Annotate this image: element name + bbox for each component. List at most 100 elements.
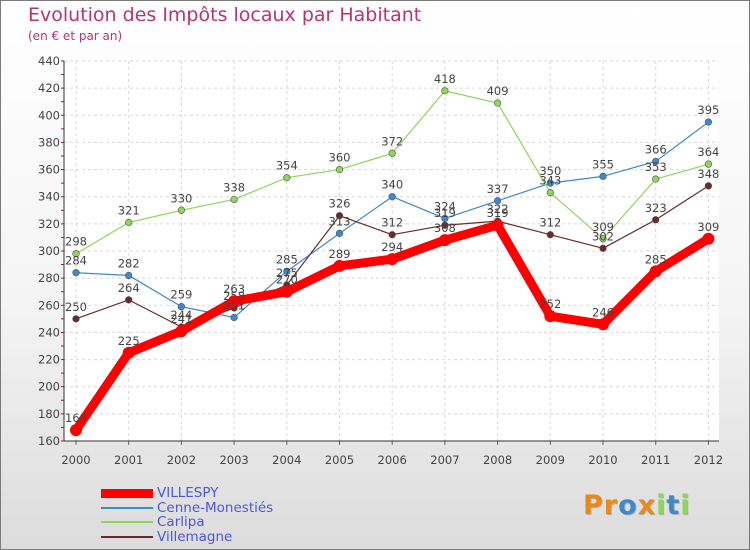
data-label: 343 xyxy=(539,174,561,188)
data-point xyxy=(125,218,133,227)
x-tick-label: 2008 xyxy=(483,453,512,467)
data-point xyxy=(333,259,346,272)
y-tick-label: 280 xyxy=(38,271,60,285)
data-point xyxy=(704,118,713,126)
data-point xyxy=(177,303,185,311)
data-label: 319 xyxy=(487,206,509,220)
y-tick-label: 320 xyxy=(38,217,60,231)
data-label: 294 xyxy=(381,240,403,254)
x-tick-label: 2009 xyxy=(536,453,565,467)
data-point xyxy=(72,315,80,323)
series-cenne-monesties xyxy=(72,118,713,322)
logo-letter: x xyxy=(637,490,657,521)
data-label: 225 xyxy=(118,334,140,348)
x-tick-label: 2001 xyxy=(114,453,143,467)
data-label: 321 xyxy=(118,204,140,218)
data-point xyxy=(122,346,135,359)
data-point xyxy=(649,265,662,278)
data-point xyxy=(491,219,504,232)
legend: VILLESPY Cenne-Monestiés Carlipa Villemagne xyxy=(101,486,273,544)
data-label: 418 xyxy=(434,72,456,86)
logo-letter: o xyxy=(618,490,638,521)
y-tick-label: 300 xyxy=(38,244,60,258)
series-villespy xyxy=(70,219,715,437)
data-label: 285 xyxy=(276,252,298,266)
data-label: 395 xyxy=(697,103,719,117)
y-tick-label: 240 xyxy=(38,325,60,339)
data-label: 364 xyxy=(697,145,719,159)
legend-item: VILLESPY xyxy=(101,486,273,501)
y-tick-label: 200 xyxy=(38,380,60,394)
data-label: 322 xyxy=(487,202,509,216)
data-label: 337 xyxy=(487,182,509,196)
data-label: 372 xyxy=(381,134,403,148)
data-point xyxy=(441,87,449,95)
data-point xyxy=(335,212,344,220)
data-label: 312 xyxy=(539,216,561,230)
data-label: 350 xyxy=(539,164,561,178)
data-label: 313 xyxy=(329,214,351,228)
data-point xyxy=(546,189,554,197)
data-label: 409 xyxy=(487,84,509,98)
data-label: 275 xyxy=(276,266,298,280)
data-point xyxy=(283,174,291,182)
data-point xyxy=(494,99,502,107)
data-label: 168 xyxy=(65,411,87,425)
data-label: 366 xyxy=(645,142,667,156)
legend-item: Cenne-Monestiés xyxy=(101,501,273,516)
data-label: 330 xyxy=(170,191,192,205)
series-carlipa xyxy=(72,87,713,258)
y-tick-label: 360 xyxy=(38,163,60,177)
x-tick-label: 2004 xyxy=(272,453,301,467)
data-label: 264 xyxy=(118,281,140,295)
x-tick-label: 2011 xyxy=(641,453,670,467)
data-point xyxy=(546,179,554,187)
legend-swatch xyxy=(101,506,153,509)
data-label: 348 xyxy=(697,167,719,181)
x-tick-label: 2000 xyxy=(61,453,90,467)
data-label: 298 xyxy=(65,235,87,249)
data-label: 312 xyxy=(381,216,403,230)
data-point xyxy=(388,149,396,157)
data-label: 250 xyxy=(65,300,87,314)
data-point xyxy=(546,231,554,239)
data-label: 259 xyxy=(170,288,192,302)
data-label: 308 xyxy=(434,221,456,235)
data-point xyxy=(441,221,449,229)
data-point xyxy=(652,216,660,224)
chart-title: Evolution des Impôts locaux par Habitant xyxy=(28,4,422,26)
data-point xyxy=(230,195,238,204)
data-point xyxy=(280,285,293,298)
data-point xyxy=(228,295,241,308)
y-tick-label: 420 xyxy=(38,81,60,95)
data-point xyxy=(335,229,344,237)
x-tick-label: 2012 xyxy=(694,453,723,467)
data-label: 289 xyxy=(329,247,351,261)
data-point xyxy=(230,313,238,322)
data-point xyxy=(388,193,396,201)
data-label: 302 xyxy=(592,229,614,243)
data-label: 285 xyxy=(645,252,667,266)
legend-swatch xyxy=(101,535,153,538)
data-point xyxy=(599,172,607,180)
data-point xyxy=(125,296,133,304)
data-point xyxy=(599,244,607,252)
data-point xyxy=(177,206,185,214)
y-tick-label: 160 xyxy=(38,434,60,448)
logo-letter: P xyxy=(583,490,604,521)
x-tick-label: 2002 xyxy=(167,453,196,467)
data-label: 246 xyxy=(592,305,614,319)
data-point xyxy=(702,232,715,245)
data-point xyxy=(283,267,291,275)
data-label: 241 xyxy=(170,312,192,326)
data-point xyxy=(652,175,660,183)
data-point xyxy=(599,235,607,243)
data-label: 324 xyxy=(434,199,456,213)
data-point xyxy=(544,310,557,323)
x-tick-label: 2003 xyxy=(219,453,248,467)
data-label: 326 xyxy=(329,197,351,211)
data-label: 284 xyxy=(65,254,87,268)
data-label: 251 xyxy=(223,299,245,313)
data-label: 244 xyxy=(170,308,192,322)
